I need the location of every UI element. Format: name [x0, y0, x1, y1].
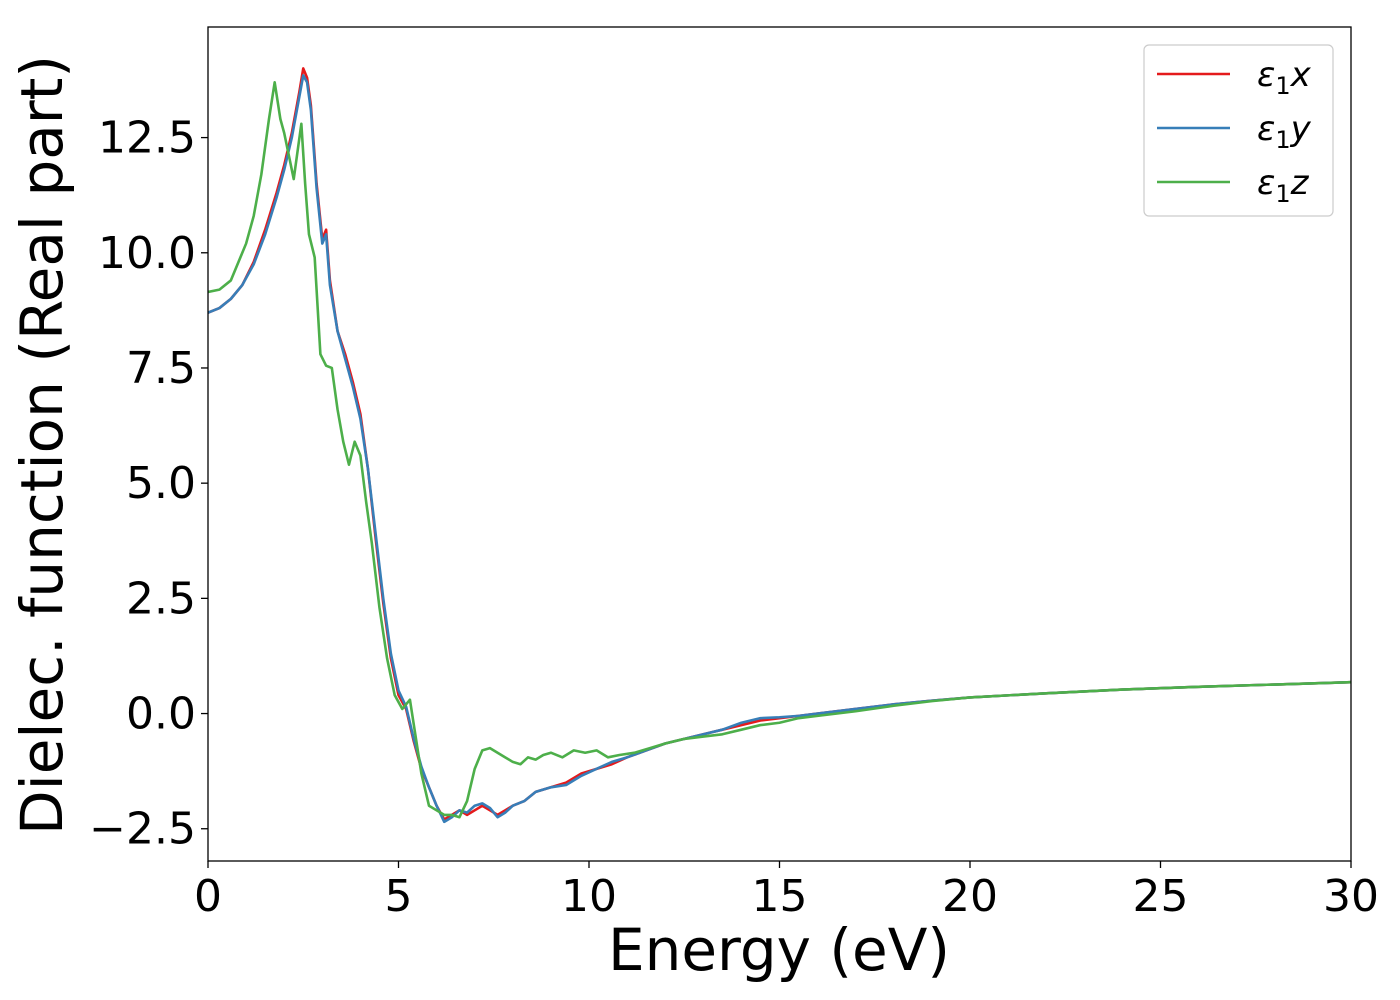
legend-frame — [1143, 44, 1334, 217]
x-tick-label: 20 — [942, 871, 998, 922]
y-tick-label: 0.0 — [126, 689, 196, 740]
series-layer — [208, 67, 1351, 824]
legend-items: ε1x ε1y ε1z — [1157, 55, 1312, 208]
x-tick-label: 15 — [752, 871, 808, 922]
legend-label-z: ε1z — [1257, 163, 1310, 208]
x-axis-ticks: 0 5 10 15 20 25 30 — [194, 861, 1379, 922]
x-axis-label: Energy (eV) — [608, 916, 950, 984]
x-tick-label: 25 — [1133, 871, 1189, 922]
x-tick-label: 10 — [561, 871, 617, 922]
x-tick-label: 5 — [385, 871, 413, 922]
y-tick-label: 2.5 — [126, 573, 196, 624]
legend-label-y: ε1y — [1257, 109, 1312, 154]
y-tick-label: 7.5 — [126, 343, 196, 394]
y-axis-ticks: −2.5 0.0 2.5 5.0 7.5 10.0 12.5 — [89, 113, 208, 855]
y-tick-label: −2.5 — [89, 804, 196, 855]
y-tick-label: 12.5 — [98, 113, 196, 164]
x-tick-label: 30 — [1323, 871, 1379, 922]
legend-label-x: ε1x — [1257, 55, 1312, 100]
x-tick-label: 0 — [194, 871, 222, 922]
legend: ε1x ε1y ε1z — [1143, 44, 1334, 217]
y-tick-label: 5.0 — [126, 458, 196, 509]
y-tick-label: 10.0 — [98, 228, 196, 279]
y-axis-label: Dielec. function (Real part) — [8, 55, 76, 835]
series-line-z — [208, 80, 1351, 819]
